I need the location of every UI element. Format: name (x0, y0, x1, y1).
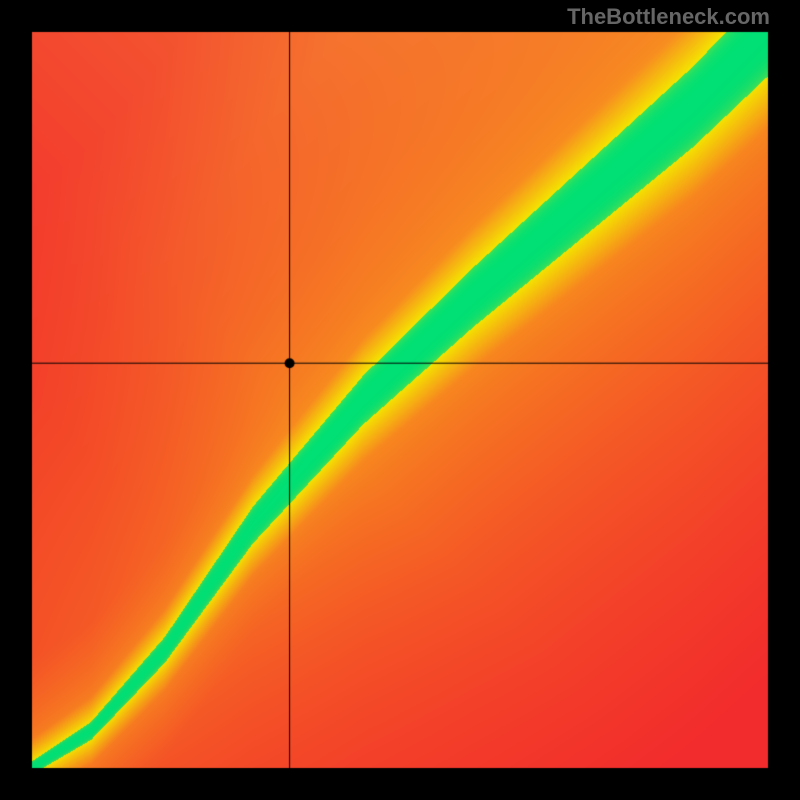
chart-container: TheBottleneck.com (0, 0, 800, 800)
watermark-text: TheBottleneck.com (567, 4, 770, 30)
heatmap-canvas (0, 0, 800, 800)
